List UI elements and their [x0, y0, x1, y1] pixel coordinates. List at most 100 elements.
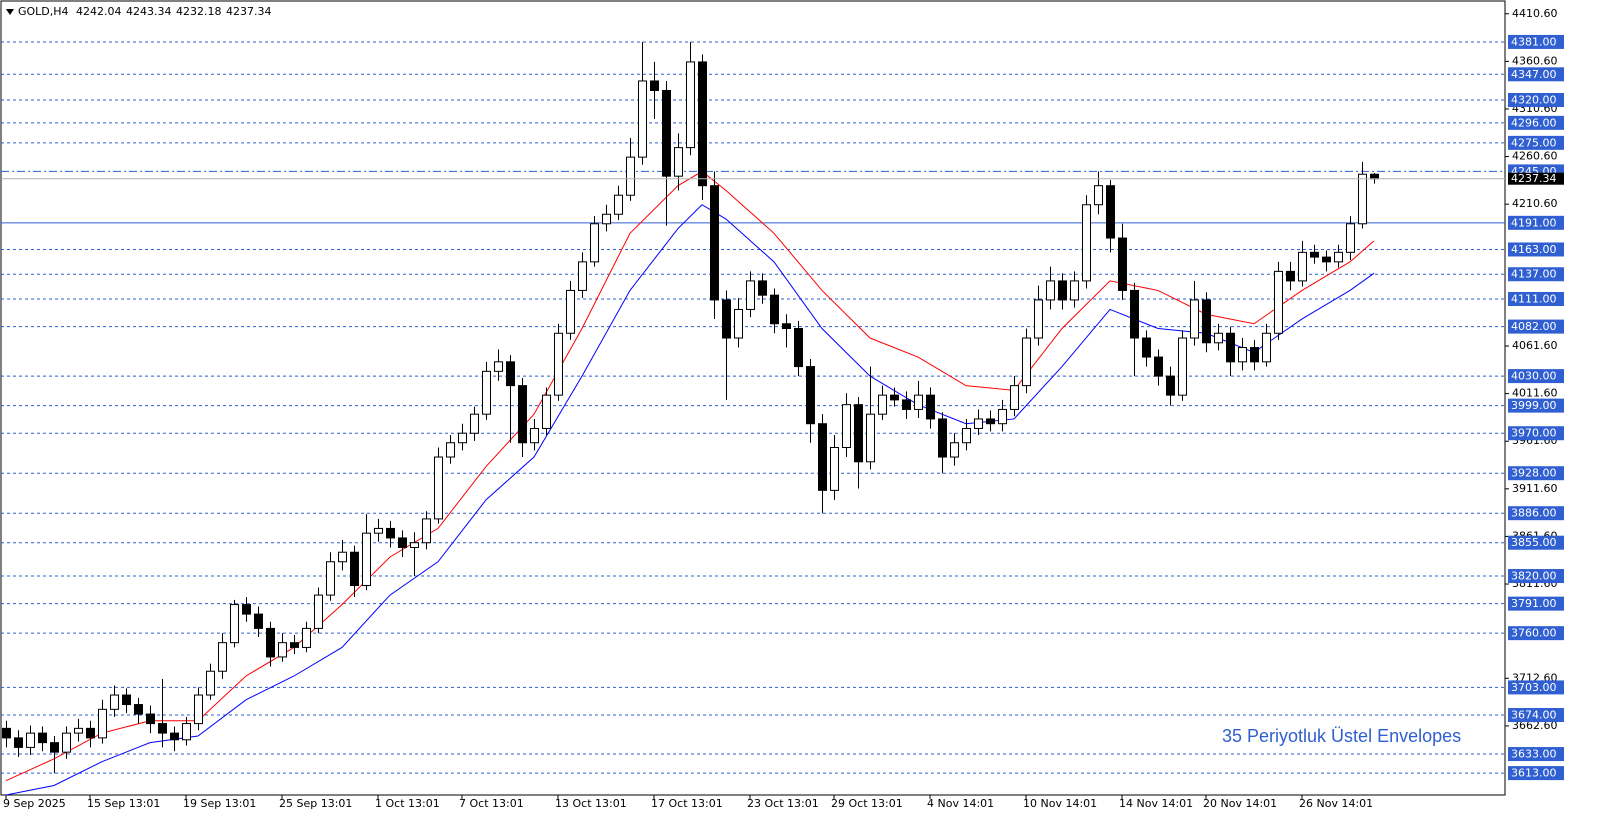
candle-body — [170, 732, 179, 741]
y-tick-label: 4260.60 — [1512, 150, 1558, 163]
x-tick-label: 13 Oct 13:01 — [555, 797, 627, 810]
candle-body — [818, 423, 827, 491]
level-label: 3886.00 — [1511, 507, 1557, 520]
candle-body — [26, 732, 35, 748]
candle-body — [1286, 270, 1295, 282]
candle-body — [638, 80, 647, 158]
candle-body — [1322, 256, 1331, 263]
level-label: 3760.00 — [1511, 627, 1557, 640]
x-tick-label: 20 Nov 14:01 — [1203, 797, 1277, 810]
y-tick-label: 3911.60 — [1512, 482, 1558, 495]
candle-body — [398, 537, 407, 548]
x-tick-label: 9 Sep 2025 — [3, 797, 66, 810]
candle-body — [362, 532, 371, 587]
level-label: 3674.00 — [1511, 709, 1557, 722]
candle-body — [806, 366, 815, 425]
x-tick-label: 10 Nov 14:01 — [1023, 797, 1097, 810]
level-label: 4296.00 — [1511, 116, 1557, 129]
level-label-box — [1508, 596, 1564, 611]
candle-body — [1118, 237, 1127, 291]
candle-body — [998, 408, 1007, 425]
header-marker — [6, 9, 14, 15]
candle-body — [698, 61, 707, 187]
y-tick-label: 3662.60 — [1512, 719, 1558, 732]
candle-body — [206, 670, 215, 696]
level-label-box — [1508, 291, 1564, 306]
candle-body — [1154, 356, 1163, 377]
price-label: 4237.34 — [1511, 172, 1557, 185]
candle-body — [2, 727, 11, 739]
candle-body — [1298, 251, 1307, 282]
y-tick-label: 4061.60 — [1512, 339, 1558, 352]
candle-body — [1214, 332, 1223, 344]
candle-body — [158, 723, 167, 734]
level-label: 3999.00 — [1511, 399, 1557, 412]
candle-body — [602, 213, 611, 225]
candle-body — [530, 427, 539, 444]
y-tick-label: 4410.60 — [1512, 7, 1558, 20]
level-label-box — [1508, 626, 1564, 641]
candle-body — [1070, 280, 1079, 301]
level-label: 4030.00 — [1511, 370, 1557, 383]
candle-body — [614, 194, 623, 215]
y-tick-label: 4011.60 — [1512, 387, 1558, 400]
candle-body — [410, 542, 419, 548]
candle-body — [518, 385, 527, 444]
level-label-box — [1508, 115, 1564, 130]
level-label-box — [1508, 569, 1564, 584]
candle-body — [1262, 332, 1271, 363]
candle-body — [1274, 270, 1283, 334]
candle-body — [842, 404, 851, 449]
candle-body — [1142, 337, 1151, 358]
level-label: 4381.00 — [1511, 35, 1557, 48]
candle-body — [134, 704, 143, 715]
candle-body — [182, 723, 191, 741]
candle-body — [482, 370, 491, 415]
candle-body — [218, 642, 227, 672]
candle-body — [962, 427, 971, 444]
header-close: 4237.34 — [226, 5, 272, 18]
candle-body — [1130, 289, 1139, 339]
candle-body — [854, 404, 863, 463]
level-label-box — [1508, 506, 1564, 521]
level-label-box — [1508, 708, 1564, 723]
candle-body — [866, 413, 875, 463]
level-label-box — [1508, 426, 1564, 441]
level-label-box — [1508, 535, 1564, 550]
candle-body — [746, 280, 755, 310]
x-tick-label: 19 Sep 13:01 — [183, 797, 256, 810]
level-label: 3613.00 — [1511, 767, 1557, 780]
candle-body — [722, 299, 731, 339]
level-label: 4111.00 — [1511, 292, 1557, 305]
x-tick-label: 15 Sep 13:01 — [87, 797, 160, 810]
candle-body — [1010, 385, 1019, 410]
candle-body — [242, 604, 251, 615]
level-label-box — [1508, 319, 1564, 334]
candle-body — [878, 394, 887, 415]
level-label: 4191.00 — [1511, 216, 1557, 229]
level-label-box — [1508, 135, 1564, 150]
candle-body — [578, 261, 587, 291]
candle-body — [686, 61, 695, 149]
level-label: 3928.00 — [1511, 467, 1557, 480]
header-high: 4243.34 — [126, 5, 172, 18]
chart-title: GOLD,H4 — [18, 5, 69, 18]
candle-body — [266, 627, 275, 658]
x-tick-label: 23 Oct 13:01 — [747, 797, 819, 810]
level-label-box — [1508, 242, 1564, 257]
candle-body — [98, 708, 107, 739]
x-tick-label: 14 Nov 14:01 — [1119, 797, 1193, 810]
level-label: 3970.00 — [1511, 427, 1557, 440]
candle-body — [386, 527, 395, 539]
annotation: 35 Periyotluk Üstel Envelopes — [1222, 726, 1461, 746]
candle-body — [434, 456, 443, 520]
candle-body — [314, 594, 323, 629]
plot — [1, 41, 1505, 795]
level-label-box — [1508, 766, 1564, 781]
level-label-box — [1508, 369, 1564, 384]
x-tick-label: 17 Oct 13:01 — [651, 797, 723, 810]
level-label: 3703.00 — [1511, 681, 1557, 694]
candle-body — [542, 394, 551, 429]
candle-body — [554, 332, 563, 396]
